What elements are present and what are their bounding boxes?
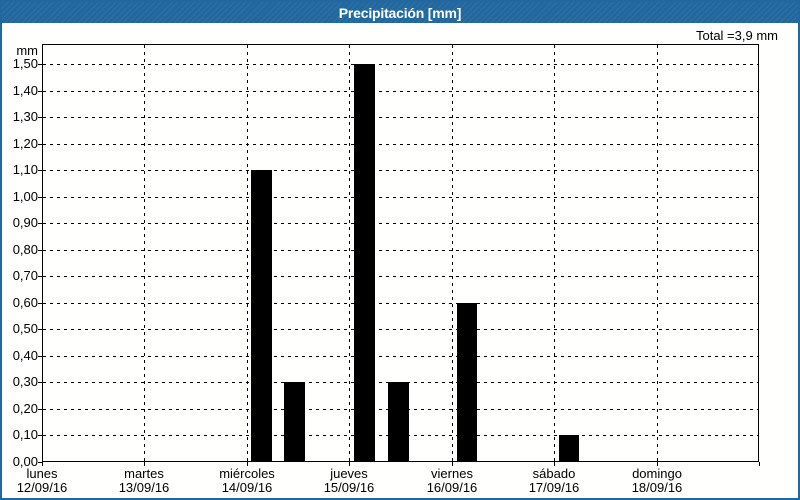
y-tick-label: 1,20 xyxy=(12,136,38,151)
y-tick-mark xyxy=(38,250,42,251)
y-tick-mark xyxy=(38,64,42,65)
y-tick-mark xyxy=(38,144,42,145)
y-tick-mark xyxy=(38,329,42,330)
x-axis-day-label: viernes 16/09/16 xyxy=(426,466,478,495)
precipitation-bar xyxy=(559,435,579,462)
vertical-gridline xyxy=(144,45,145,461)
x-axis-day-label: sábado 17/09/16 xyxy=(528,466,580,495)
horizontal-gridline xyxy=(43,144,758,145)
y-tick-mark xyxy=(38,276,42,277)
y-tick-label: 1,00 xyxy=(12,189,38,204)
y-tick-mark xyxy=(38,409,42,410)
total-label: Total =3,9 mm xyxy=(695,28,778,43)
y-tick-label: 0,50 xyxy=(12,321,38,336)
x-tick-mark xyxy=(349,462,350,466)
vertical-gridline xyxy=(349,45,350,461)
y-tick-mark xyxy=(38,91,42,92)
y-tick-label: 0,00 xyxy=(12,454,38,469)
y-tick-label: 0,20 xyxy=(12,401,38,416)
y-tick-label: 0,80 xyxy=(12,242,38,257)
vertical-gridline xyxy=(452,45,453,461)
y-tick-label: 0,90 xyxy=(12,215,38,230)
y-tick-label: 0,10 xyxy=(12,427,38,442)
horizontal-gridline xyxy=(43,197,758,198)
y-tick-mark xyxy=(38,117,42,118)
y-tick-mark xyxy=(38,435,42,436)
y-tick-mark xyxy=(38,462,42,463)
x-tick-mark xyxy=(42,462,43,466)
precipitation-bar xyxy=(354,64,375,462)
x-axis-day-label: domingo 18/09/16 xyxy=(631,466,683,495)
vertical-gridline xyxy=(247,45,248,461)
y-tick-label: 1,30 xyxy=(12,109,38,124)
vertical-gridline xyxy=(657,45,658,461)
y-tick-mark xyxy=(38,303,42,304)
precipitation-bar xyxy=(251,170,272,462)
chart-title: Precipitación [mm] xyxy=(338,4,462,21)
x-axis-day-label: lunes 12/09/16 xyxy=(16,466,68,495)
horizontal-gridline xyxy=(43,329,758,330)
y-axis-unit-label: mm xyxy=(16,43,38,58)
horizontal-gridline xyxy=(43,170,758,171)
horizontal-gridline xyxy=(43,303,758,304)
horizontal-gridline xyxy=(43,276,758,277)
x-axis-day-label: jueves 15/09/16 xyxy=(323,466,375,495)
x-tick-mark xyxy=(452,462,453,466)
y-tick-label: 0,70 xyxy=(12,268,38,283)
x-tick-mark xyxy=(759,462,760,466)
y-tick-mark xyxy=(38,170,42,171)
precipitation-bar xyxy=(457,303,477,462)
x-tick-mark xyxy=(657,462,658,466)
horizontal-gridline xyxy=(43,117,758,118)
title-bar: Precipitación [mm] xyxy=(2,2,798,23)
horizontal-gridline xyxy=(43,223,758,224)
precipitation-bar xyxy=(388,382,409,462)
y-tick-mark xyxy=(38,382,42,383)
y-tick-mark xyxy=(38,223,42,224)
x-axis-day-label: martes 13/09/16 xyxy=(118,466,170,495)
y-tick-label: 1,40 xyxy=(12,83,38,98)
horizontal-gridline xyxy=(43,64,758,65)
y-tick-label: 0,30 xyxy=(12,374,38,389)
y-tick-mark xyxy=(38,197,42,198)
x-tick-mark xyxy=(247,462,248,466)
y-tick-label: 1,10 xyxy=(12,162,38,177)
y-tick-label: 0,60 xyxy=(12,295,38,310)
horizontal-gridline xyxy=(43,91,758,92)
x-tick-mark xyxy=(554,462,555,466)
horizontal-gridline xyxy=(43,250,758,251)
x-axis-day-label: miércoles 14/09/16 xyxy=(219,466,275,495)
precipitation-bar xyxy=(284,382,305,462)
y-tick-label: 0,40 xyxy=(12,348,38,363)
y-tick-mark xyxy=(38,356,42,357)
x-tick-mark xyxy=(144,462,145,466)
vertical-gridline xyxy=(554,45,555,461)
y-tick-label: 1,50 xyxy=(12,56,38,71)
horizontal-gridline xyxy=(43,356,758,357)
